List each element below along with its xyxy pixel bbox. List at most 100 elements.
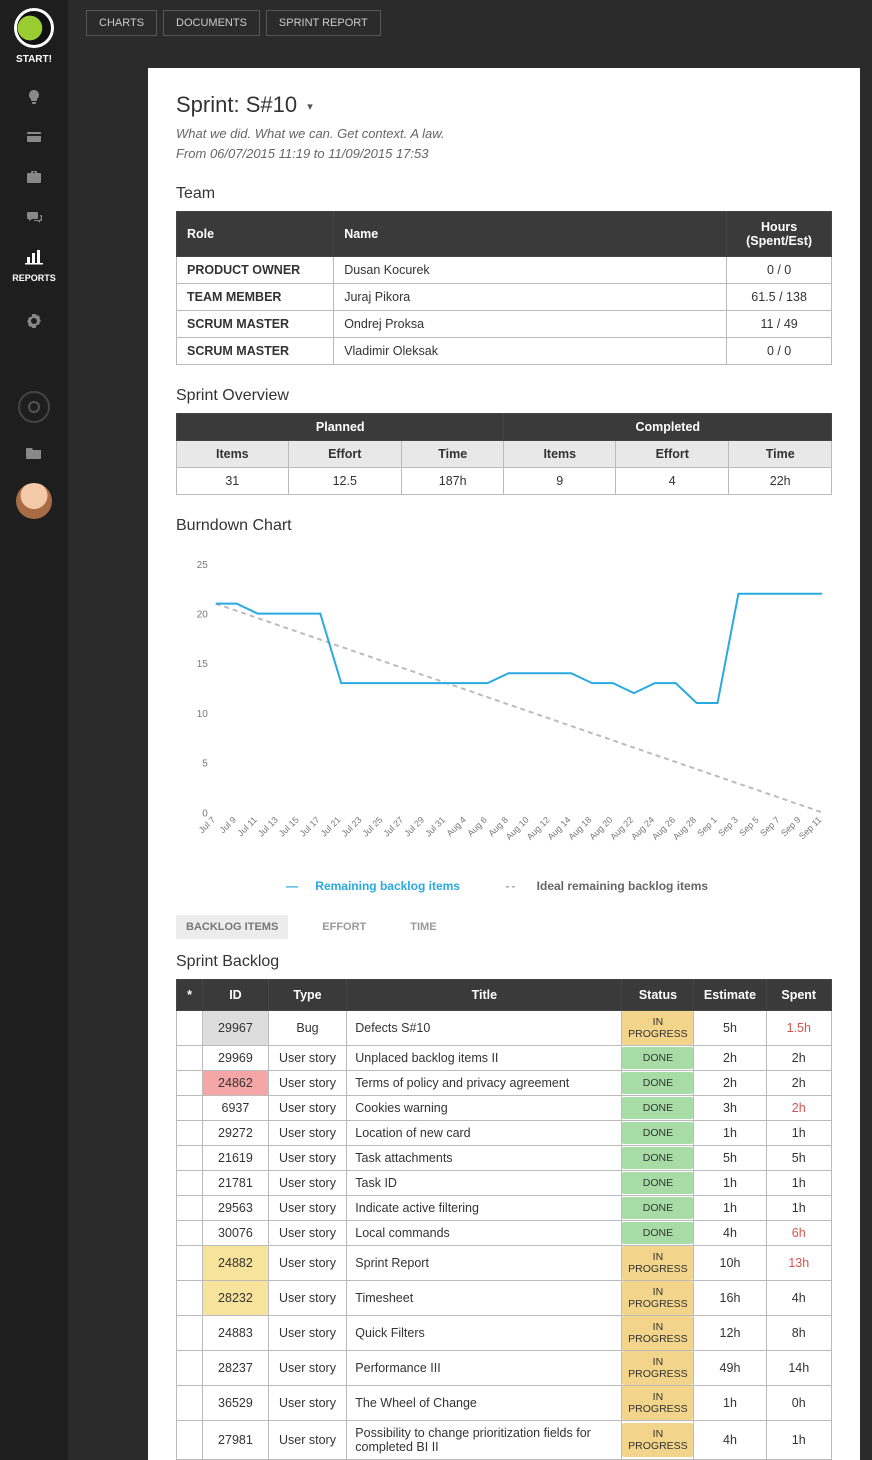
backlog-star — [177, 1351, 203, 1386]
backlog-spent: 8h — [766, 1316, 832, 1351]
backlog-row[interactable]: 28232User storyTimesheetIN PROGRESS16h4h — [177, 1281, 832, 1316]
chat-icon[interactable] — [24, 207, 44, 227]
svg-text:Aug 28: Aug 28 — [671, 815, 698, 842]
backlog-id: 27981 — [203, 1421, 269, 1460]
team-hours: 0 / 0 — [727, 338, 832, 365]
backlog-status: IN PROGRESS — [622, 1246, 694, 1281]
overview-subhead: Effort — [288, 441, 401, 468]
backlog-id: 29967 — [203, 1011, 269, 1046]
backlog-spent: 1h — [766, 1196, 832, 1221]
backlog-star — [177, 1246, 203, 1281]
backlog-star — [177, 1146, 203, 1171]
briefcase-icon[interactable] — [24, 167, 44, 187]
backlog-row[interactable]: 24883User storyQuick FiltersIN PROGRESS1… — [177, 1316, 832, 1351]
backlog-status: DONE — [622, 1196, 694, 1221]
backlog-row[interactable]: 24882User storySprint ReportIN PROGRESS1… — [177, 1246, 832, 1281]
subtab-effort[interactable]: EFFORT — [312, 915, 376, 939]
subtab-backlog-items[interactable]: BACKLOG ITEMS — [176, 915, 288, 939]
tab-charts[interactable]: CHARTS — [86, 10, 157, 36]
team-role: TEAM MEMBER — [177, 284, 334, 311]
card-icon[interactable] — [24, 127, 44, 147]
legend-remaining: Remaining backlog items — [315, 879, 460, 893]
svg-text:10: 10 — [197, 709, 209, 720]
backlog-est: 1h — [694, 1171, 766, 1196]
backlog-title-cell: Defects S#10 — [347, 1011, 622, 1046]
backlog-row[interactable]: 30076User storyLocal commandsDONE4h6h — [177, 1221, 832, 1246]
svg-text:20: 20 — [197, 610, 209, 621]
folder-icon[interactable] — [24, 443, 44, 463]
backlog-id: 6937 — [203, 1096, 269, 1121]
backlog-spent: 4h — [766, 1281, 832, 1316]
backlog-id: 24862 — [203, 1071, 269, 1096]
backlog-table: * ID Type Title Status Estimate Spent 29… — [176, 979, 832, 1460]
backlog-row[interactable]: 6937User storyCookies warningDONE3h2h — [177, 1096, 832, 1121]
backlog-type: User story — [268, 1246, 347, 1281]
backlog-row[interactable]: 29563User storyIndicate active filtering… — [177, 1196, 832, 1221]
backlog-spent: 1h — [766, 1421, 832, 1460]
backlog-type: Bug — [268, 1011, 347, 1046]
tab-documents[interactable]: DOCUMENTS — [163, 10, 260, 36]
backlog-status: DONE — [622, 1096, 694, 1121]
backlog-spent: 6h — [766, 1221, 832, 1246]
svg-text:Jul 21: Jul 21 — [319, 815, 343, 839]
backlog-star — [177, 1221, 203, 1246]
gear-icon[interactable] — [24, 311, 44, 331]
backlog-row[interactable]: 21619User storyTask attachmentsDONE5h5h — [177, 1146, 832, 1171]
svg-text:5: 5 — [202, 759, 208, 770]
backlog-title-cell: Quick Filters — [347, 1316, 622, 1351]
svg-text:Jul 23: Jul 23 — [340, 815, 364, 839]
backlog-star — [177, 1046, 203, 1071]
backlog-status: DONE — [622, 1121, 694, 1146]
circle-nav-icon[interactable] — [18, 391, 50, 423]
svg-text:Jul 15: Jul 15 — [277, 815, 301, 839]
overview-value: 22h — [729, 468, 832, 495]
backlog-title-cell: Terms of policy and privacy agreement — [347, 1071, 622, 1096]
backlog-id: 21619 — [203, 1146, 269, 1171]
caret-down-icon: ▾ — [307, 101, 313, 113]
sprint-title-row[interactable]: Sprint: S#10 ▾ — [176, 92, 832, 118]
backlog-est: 4h — [694, 1421, 766, 1460]
bcol-title: Title — [347, 980, 622, 1011]
tab-sprint-report[interactable]: SPRINT REPORT — [266, 10, 381, 36]
team-name: Ondrej Proksa — [334, 311, 727, 338]
svg-text:Jul 9: Jul 9 — [218, 815, 238, 835]
backlog-status: IN PROGRESS — [622, 1011, 694, 1046]
backlog-row[interactable]: 28237User storyPerformance IIIIN PROGRES… — [177, 1351, 832, 1386]
backlog-row[interactable]: 29967BugDefects S#10IN PROGRESS5h1.5h — [177, 1011, 832, 1046]
sidebar: START! REPORTS — [0, 0, 68, 1460]
burndown-chart: 0510152025Jul 7Jul 9Jul 11Jul 13Jul 15Ju… — [176, 543, 832, 873]
team-hours: 11 / 49 — [727, 311, 832, 338]
overview-value: 12.5 — [288, 468, 401, 495]
team-section-title: Team — [176, 185, 832, 203]
chart-legend: — Remaining backlog items Ideal remainin… — [176, 873, 832, 911]
backlog-type: User story — [268, 1146, 347, 1171]
backlog-id: 24883 — [203, 1316, 269, 1351]
svg-text:Jul 11: Jul 11 — [236, 815, 259, 838]
backlog-row[interactable]: 29969User storyUnplaced backlog items II… — [177, 1046, 832, 1071]
backlog-row[interactable]: 21781User storyTask IDDONE1h1h — [177, 1171, 832, 1196]
backlog-row[interactable]: 27981User storyPossibility to change pri… — [177, 1421, 832, 1460]
backlog-row[interactable]: 36529User storyThe Wheel of ChangeIN PRO… — [177, 1386, 832, 1421]
backlog-type: User story — [268, 1121, 347, 1146]
backlog-star — [177, 1421, 203, 1460]
backlog-row[interactable]: 29272User storyLocation of new cardDONE1… — [177, 1121, 832, 1146]
reports-icon[interactable] — [24, 247, 44, 267]
app-logo[interactable] — [14, 8, 54, 48]
lightbulb-icon[interactable] — [24, 87, 44, 107]
backlog-title-cell: Task ID — [347, 1171, 622, 1196]
overview-subhead: Time — [401, 441, 504, 468]
subtab-time[interactable]: TIME — [400, 915, 446, 939]
backlog-type: User story — [268, 1386, 347, 1421]
backlog-status: IN PROGRESS — [622, 1316, 694, 1351]
backlog-status: IN PROGRESS — [622, 1421, 694, 1460]
svg-text:Jul 29: Jul 29 — [402, 815, 426, 839]
backlog-id: 28237 — [203, 1351, 269, 1386]
user-avatar[interactable] — [16, 483, 52, 519]
backlog-spent: 14h — [766, 1351, 832, 1386]
backlog-row[interactable]: 24862User storyTerms of policy and priva… — [177, 1071, 832, 1096]
start-label: START! — [16, 54, 52, 65]
backlog-id: 24882 — [203, 1246, 269, 1281]
svg-text:Jul 17: Jul 17 — [298, 815, 322, 839]
backlog-est: 5h — [694, 1011, 766, 1046]
team-table: Role Name Hours (Spent/Est) PRODUCT OWNE… — [176, 211, 832, 365]
